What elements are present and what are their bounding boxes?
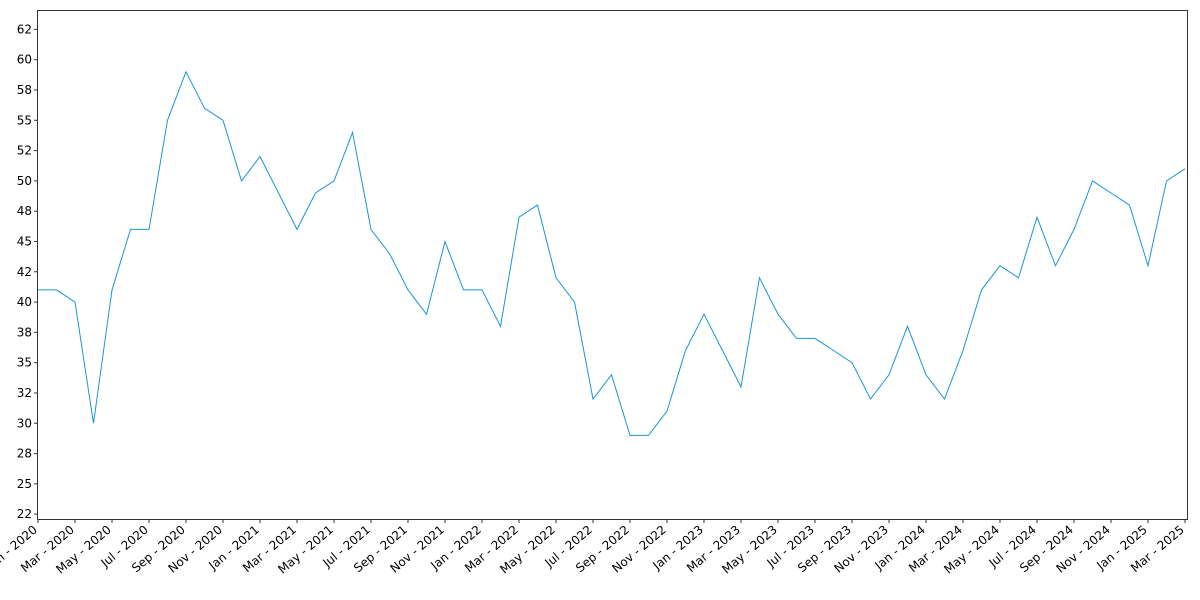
- y-tick-label: 38: [17, 325, 32, 339]
- y-tick-label: 42: [17, 265, 32, 279]
- y-tick-label: 55: [17, 113, 32, 127]
- y-tick-label: 52: [17, 144, 32, 158]
- y-tick-label: 50: [17, 174, 32, 188]
- y-tick-label: 35: [17, 356, 32, 370]
- y-tick-label: 45: [17, 234, 32, 248]
- y-tick-label: 60: [17, 53, 32, 67]
- y-tick-label: 48: [17, 204, 32, 218]
- y-tick-label: 40: [17, 295, 32, 309]
- y-tick-label: 62: [17, 22, 32, 36]
- y-tick-label: 58: [17, 83, 32, 97]
- y-tick-label: 22: [17, 507, 32, 521]
- y-tick-label: 30: [17, 416, 32, 430]
- y-tick-label: 32: [17, 386, 32, 400]
- plot-frame: [37, 10, 1188, 520]
- y-tick-label: 28: [17, 447, 32, 461]
- y-tick-label: 25: [17, 477, 32, 491]
- data-line: [38, 70, 1186, 436]
